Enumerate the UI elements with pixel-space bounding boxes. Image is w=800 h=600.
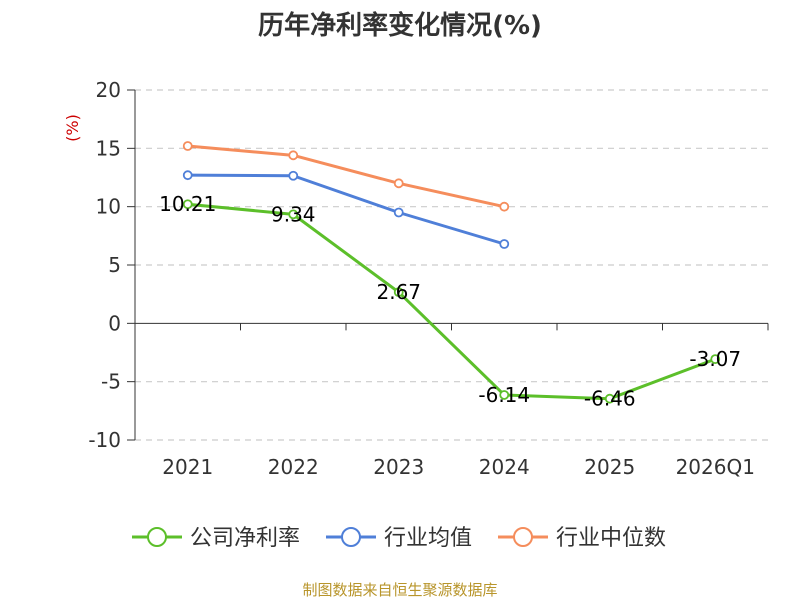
data-point bbox=[499, 390, 510, 400]
data-point bbox=[393, 178, 404, 189]
legend-item-0: 公司净利率 bbox=[131, 526, 300, 551]
legend-marker bbox=[146, 527, 167, 547]
series-line bbox=[187, 173, 505, 246]
legend-label: 公司净利率 bbox=[190, 526, 300, 551]
y-tick-label: -10 bbox=[88, 428, 121, 452]
y-tick-label: 5 bbox=[108, 253, 121, 277]
data-point bbox=[182, 141, 193, 151]
data-labels: 10.21 9.34 2.67 -6.14 -6.46 -3.07 bbox=[159, 192, 741, 410]
x-tick-label: 2026Q1 bbox=[676, 455, 755, 479]
y-tick-label: 10 bbox=[96, 195, 121, 219]
legend-label: 行业均值 bbox=[384, 526, 472, 551]
series-line bbox=[187, 202, 716, 401]
legend-item-1: 行业均值 bbox=[325, 526, 472, 551]
data-label: 10.21 bbox=[159, 192, 216, 216]
legend-marker bbox=[340, 527, 361, 547]
y-axis-unit: (%) bbox=[63, 114, 82, 142]
legend-label: 行业中位数 bbox=[556, 526, 666, 551]
data-point bbox=[604, 393, 615, 404]
data-label: 9.34 bbox=[271, 202, 316, 226]
x-tick-label: 2024 bbox=[479, 455, 530, 479]
data-label: -6.14 bbox=[478, 383, 530, 407]
source-note: 制图数据来自恒生聚源数据库 bbox=[302, 581, 497, 599]
data-point bbox=[182, 199, 193, 210]
x-tick-label: 2023 bbox=[373, 455, 424, 479]
grid bbox=[135, 89, 768, 441]
series-1 bbox=[182, 170, 510, 249]
x-tick-label: 2022 bbox=[268, 455, 319, 479]
x-tick-label: 2025 bbox=[584, 455, 635, 479]
series-line bbox=[187, 144, 505, 209]
data-point bbox=[288, 209, 299, 220]
y-tick-label: -5 bbox=[101, 370, 121, 394]
data-label: 2.67 bbox=[376, 280, 421, 304]
series-layer bbox=[182, 141, 721, 404]
data-point bbox=[182, 170, 193, 181]
legend-marker bbox=[513, 527, 534, 547]
data-point bbox=[288, 170, 299, 181]
data-point bbox=[710, 354, 721, 365]
y-tick-label: 15 bbox=[96, 136, 121, 160]
axes: -10 -5 0 5 10 15 20 2021 2022 2023 2024 2025 2026Q1 bbox=[88, 78, 769, 479]
data-label: -3.07 bbox=[689, 347, 741, 371]
data-label: -6.46 bbox=[584, 387, 636, 411]
data-point bbox=[393, 207, 404, 218]
data-point bbox=[393, 287, 404, 298]
y-tick-label: 0 bbox=[108, 311, 121, 335]
legend-item-2: 行业中位数 bbox=[498, 526, 666, 551]
series-0 bbox=[182, 199, 721, 404]
x-tick-label: 2021 bbox=[162, 455, 213, 479]
series-2 bbox=[182, 141, 510, 212]
legend: 公司净利率 行业均值 行业中位数 bbox=[131, 526, 666, 551]
data-point bbox=[288, 150, 299, 161]
chart-title: 历年净利率变化情况(%) bbox=[258, 10, 542, 41]
data-point bbox=[499, 239, 510, 249]
data-point bbox=[499, 201, 510, 212]
y-tick-label: 20 bbox=[96, 78, 121, 102]
